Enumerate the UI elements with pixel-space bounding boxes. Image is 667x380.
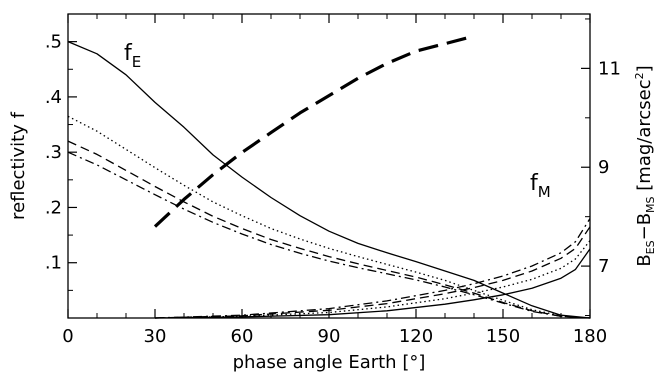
x-tick-label: 30 <box>144 326 167 347</box>
y-right-tick-label: 7 <box>598 256 609 277</box>
y-left-tick-label: .2 <box>45 197 62 218</box>
y-right-sub2: MS <box>644 196 657 212</box>
y-axis-label-right: BES−BMS [mag/arcsec2] <box>633 65 657 266</box>
annotation-fE-base: f <box>124 41 133 66</box>
y-left-tick-label: .1 <box>45 253 62 274</box>
annotation-fM: fM <box>530 171 551 201</box>
x-tick-label: 150 <box>486 326 520 347</box>
series-line-fM-dotted <box>154 240 591 319</box>
y-right-sub1: ES <box>644 240 657 254</box>
x-axis-label: phase angle Earth [°] <box>233 352 426 373</box>
y-right-unit: [mag/arcsec <box>634 79 655 196</box>
x-tick-label: 90 <box>318 326 341 347</box>
y-right-base1: B <box>634 254 655 266</box>
y-right-mid: −B <box>634 213 655 240</box>
y-axis-label-left: reflectivity f <box>8 111 29 220</box>
series-line-fE-dotted <box>67 115 591 319</box>
x-tick-label: 120 <box>399 326 433 347</box>
series-line-fE-dashdot <box>67 151 591 319</box>
annotation-fM-base: f <box>530 171 539 196</box>
series-line-fE-solid <box>67 41 591 319</box>
y-right-sup: 2 <box>633 72 646 79</box>
annotation-fE-sub: E <box>132 53 141 71</box>
x-tick-label: 180 <box>573 326 607 347</box>
series-line-fM-solid <box>154 248 591 319</box>
y-right-tick-label: 9 <box>598 157 609 178</box>
y-left-tick-label: .4 <box>45 87 62 108</box>
x-tick-label: 0 <box>62 326 73 347</box>
series-line-fM-dashdot <box>154 218 591 319</box>
y-right-close: ] <box>634 65 655 72</box>
y-left-tick-label: .3 <box>45 142 62 163</box>
series-line-fM-dashed <box>154 226 591 319</box>
series-line-B-bold-dashed <box>153 34 475 228</box>
plot-frame <box>67 13 591 319</box>
y-left-tick-label: .5 <box>45 32 62 53</box>
x-tick-label: 60 <box>231 326 254 347</box>
annotation-fE: fE <box>124 41 141 71</box>
annotation-fM-sub: M <box>538 183 551 201</box>
series-line-fE-dashed <box>67 140 591 319</box>
y-right-tick-label: 11 <box>598 58 621 79</box>
